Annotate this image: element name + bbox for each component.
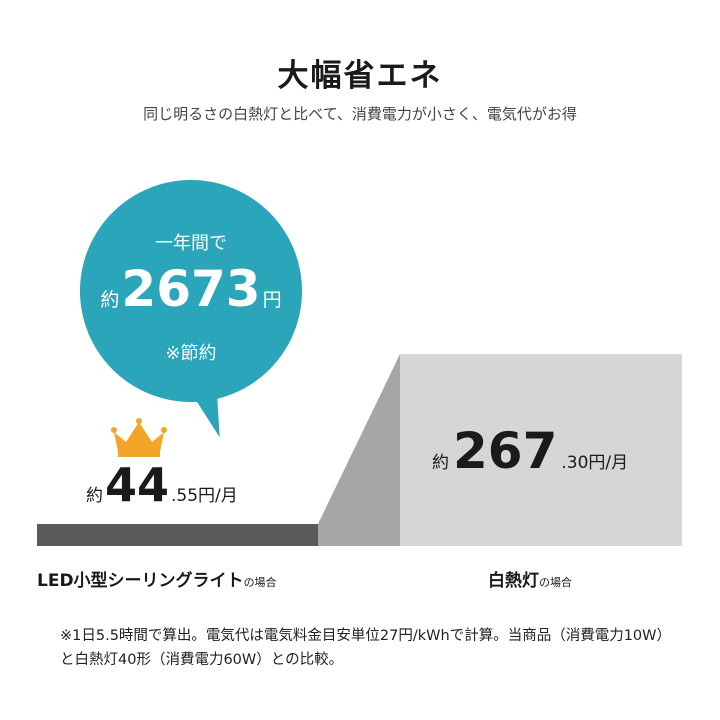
led-label-text: LED小型シーリングライト — [37, 571, 244, 591]
incandescent-bar-front — [400, 354, 682, 546]
led-cost-suffix: .55円/月 — [171, 486, 238, 506]
savings-bubble: 一年間で 約2673 円 ※節約 — [80, 180, 302, 402]
footnote: ※1日5.5時間で算出。電気代は電気料金目安単位27円/kWhで計算。当商品（消… — [60, 628, 671, 668]
page-subtitle: 同じ明るさの白熱灯と比べて、消費電力が小さく、電気代がお得 — [143, 105, 577, 123]
bubble-amount-prefix: 約 — [100, 289, 120, 311]
page-title: 大幅省エネ — [277, 58, 443, 94]
bubble-amount-row: 約2673 円 — [80, 260, 302, 318]
led-label: LED小型シーリングライトの場合 — [37, 566, 277, 591]
incandescent-bar-side — [318, 354, 400, 546]
led-cost-value: 44 — [105, 458, 170, 512]
bubble-period: 一年間で — [155, 233, 227, 254]
incandescent-label: 白熱灯の場合 — [488, 566, 572, 591]
bubble-amount: 2673 — [121, 260, 261, 318]
led-bar — [37, 524, 318, 546]
bubble-note: ※節約 — [165, 343, 217, 364]
inc-cost-value: 267 — [453, 422, 558, 480]
inc-label-suffix: の場合 — [539, 576, 572, 589]
incandescent-monthly-cost: 約267.30円/月 — [432, 422, 628, 480]
inc-label-text: 白熱灯 — [488, 571, 539, 591]
crown-icon — [111, 418, 167, 457]
inc-cost-prefix: 約 — [432, 453, 449, 473]
inc-cost-suffix: .30円/月 — [561, 453, 629, 473]
bubble-amount-unit: 円 — [262, 289, 282, 311]
led-monthly-cost: 約44.55円/月 — [86, 458, 238, 512]
led-cost-prefix: 約 — [86, 486, 103, 506]
led-label-suffix: の場合 — [243, 576, 277, 589]
